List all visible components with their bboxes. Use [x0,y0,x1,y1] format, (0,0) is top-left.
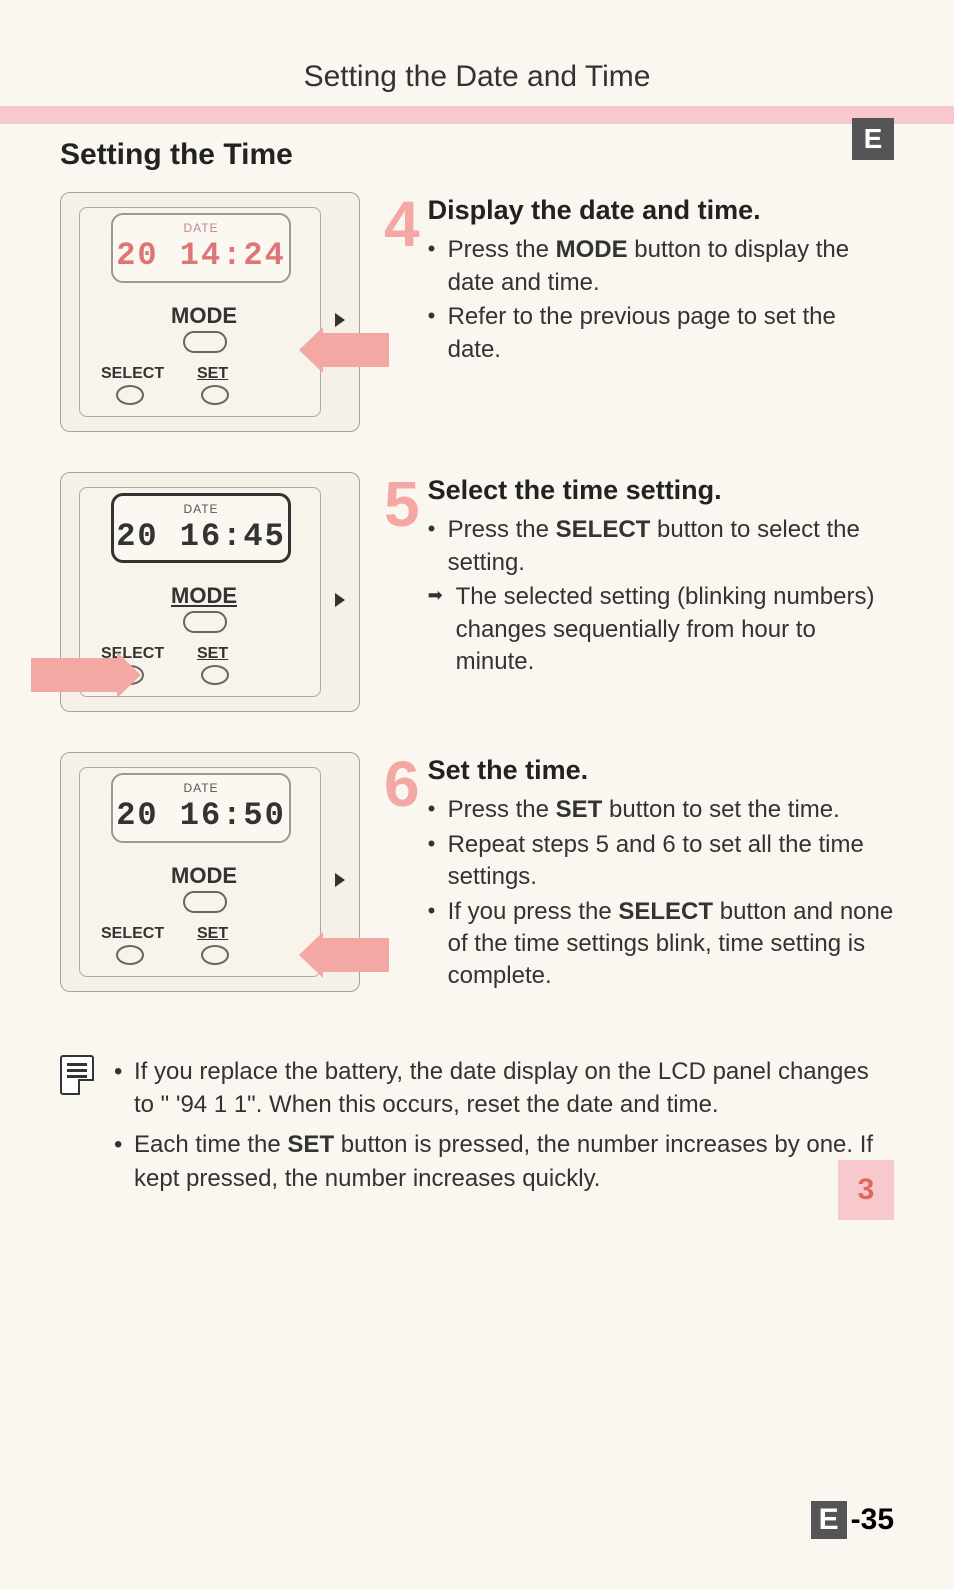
mode-button [183,331,227,353]
arrow-set-icon [319,938,389,972]
diagram-step4: DATE 20 14:24 MODE SELECT SET [60,192,360,432]
page-number: E-35 [811,1501,894,1539]
lcd-display: 20 14:24 [113,237,289,274]
notes-text: If you replace the battery, the date dis… [114,1055,894,1201]
section-tab: E [852,118,894,160]
mode-button [183,891,227,913]
play-icon [335,313,345,327]
note-icon [60,1055,94,1095]
mode-button [183,611,227,633]
mode-label: MODE [171,863,237,889]
step-number: 5 [384,472,420,536]
note-bullet: Each time the SET button is pressed, the… [114,1128,894,1195]
arrow-select-icon [31,658,121,692]
set-button [201,945,229,965]
mode-label: MODE [171,583,237,609]
step-number: 6 [384,752,420,816]
section-title: Setting the Time [60,138,894,172]
select-button [116,945,144,965]
lcd-panel: DATE 20 16:45 [111,493,291,563]
step-4: DATE 20 14:24 MODE SELECT SET 4 Display … [60,192,894,432]
step-text: Select the time setting. Press the SELEC… [428,472,894,680]
set-label: SET [197,645,228,663]
lcd-date-label: DATE [113,781,289,795]
diagram-step5: DATE 20 16:45 MODE SELECT SET [60,472,360,712]
bullet: Repeat steps 5 and 6 to set all the time… [428,829,894,894]
bullet: Refer to the previous page to set the da… [428,301,894,366]
select-button [116,385,144,405]
diagram-step6: DATE 20 16:50 MODE SELECT SET [60,752,360,992]
lcd-panel: DATE 20 16:50 [111,773,291,843]
header-divider [0,106,954,124]
lcd-date-label: DATE [114,502,288,516]
lcd-display: 20 16:45 [114,518,288,555]
set-label: SET [197,925,228,943]
step-number: 4 [384,192,420,256]
mode-label: MODE [171,303,237,329]
set-button [201,385,229,405]
lcd-panel: DATE 20 14:24 [111,213,291,283]
arrow-bullet: The selected setting (blinking numbers) … [428,581,894,678]
notes-section: If you replace the battery, the date dis… [60,1055,894,1201]
bullet: Press the SET button to set the time. [428,794,894,826]
step-text: Set the time. Press the SET button to se… [428,752,894,995]
play-icon [335,593,345,607]
step-6: DATE 20 16:50 MODE SELECT SET 6 Set the … [60,752,894,995]
set-label: SET [197,365,228,383]
chapter-tab: 3 [838,1160,894,1220]
play-icon [335,873,345,887]
note-bullet: If you replace the battery, the date dis… [114,1055,894,1122]
lcd-date-label: DATE [113,221,289,235]
step-5: DATE 20 16:45 MODE SELECT SET 5 Select t… [60,472,894,712]
step-title: Select the time setting. [428,472,894,508]
step-title: Set the time. [428,752,894,788]
set-button [201,665,229,685]
page-header: Setting the Date and Time [60,60,894,94]
bullet: Press the MODE button to display the dat… [428,234,894,299]
bullet: Press the SELECT button to select the se… [428,514,894,579]
select-label: SELECT [101,365,164,383]
select-label: SELECT [101,925,164,943]
lcd-display: 20 16:50 [113,797,289,834]
page-prefix: E [811,1501,847,1539]
bullet: If you press the SELECT button and none … [428,896,894,993]
arrow-mode-icon [319,333,389,367]
step-title: Display the date and time. [428,192,894,228]
step-text: Display the date and time. Press the MOD… [428,192,894,368]
